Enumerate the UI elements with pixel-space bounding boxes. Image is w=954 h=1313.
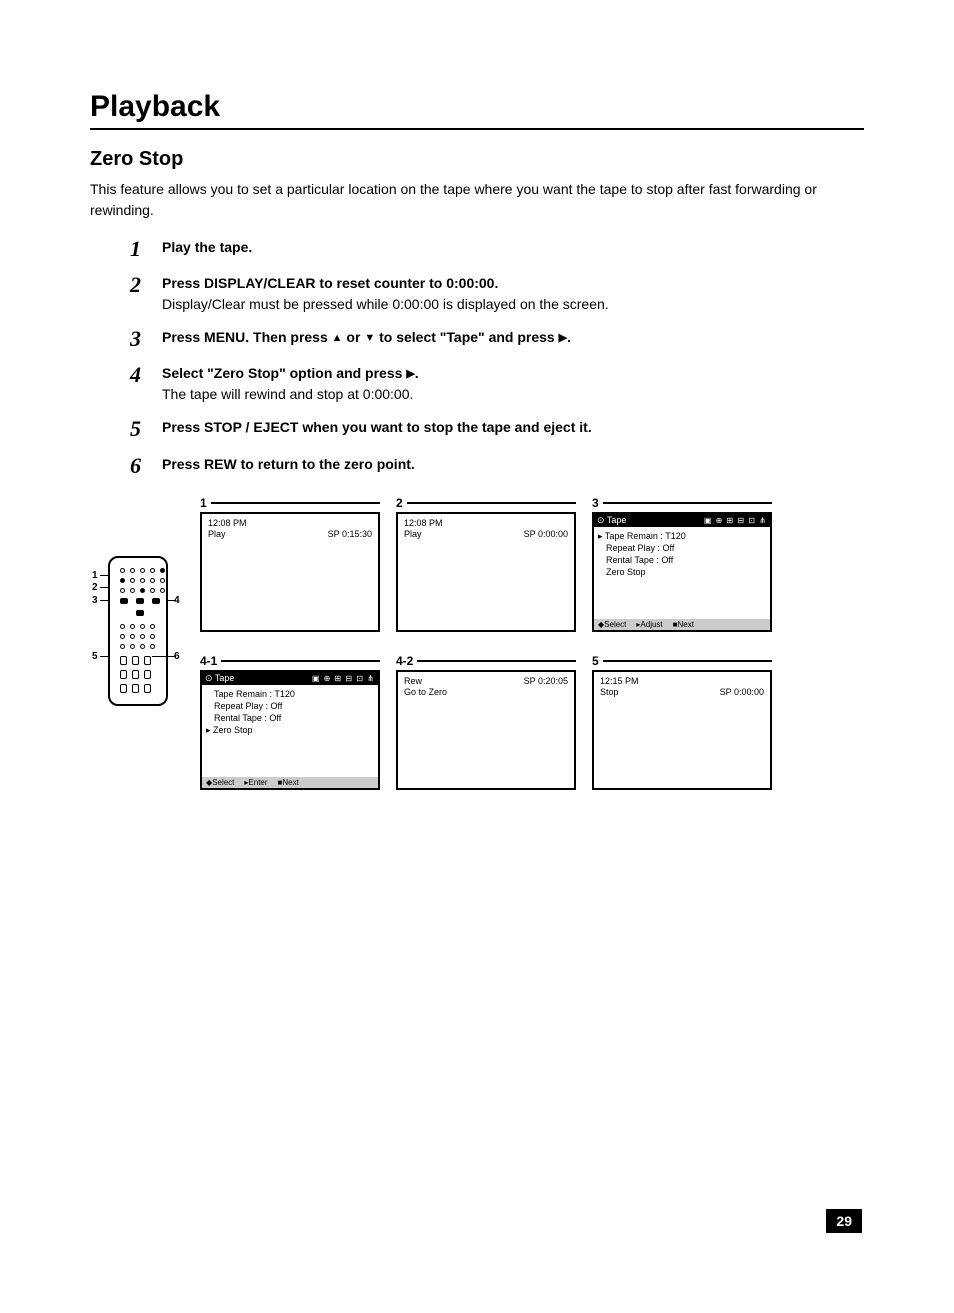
step-text: Press MENU. Then press ▲ or ▼ to select …: [162, 329, 571, 345]
step-text: Press STOP / EJECT when you want to stop…: [162, 419, 592, 435]
footer-hint: ▸Adjust: [636, 620, 662, 629]
screen-status: Play: [208, 529, 226, 539]
screen-status: Go to Zero: [404, 687, 447, 697]
tape-header: Tape: [607, 515, 627, 525]
screen-counter: SP 0:20:05: [524, 676, 568, 686]
header-icons: ▣ ⊕ ⊞ ⊟ ⊡ ⋔: [312, 674, 375, 683]
screen-counter: SP 0:00:00: [720, 687, 764, 697]
step-text: Select "Zero Stop" option and press ▶.: [162, 363, 419, 384]
step-2: 2 Press DISPLAY/CLEAR to reset counter t…: [130, 273, 864, 315]
screen-3: 3 ⊙ Tape▣ ⊕ ⊞ ⊟ ⊡ ⋔ Tape Remain : T120 R…: [592, 496, 772, 632]
footer-hint: ■Next: [673, 620, 694, 629]
screen-label: 1: [200, 496, 207, 510]
step-subtext: Display/Clear must be pressed while 0:00…: [162, 294, 609, 315]
screen-status: Play: [404, 529, 422, 539]
remote-label-2: 2: [92, 582, 98, 593]
tape-header: Tape: [215, 673, 235, 683]
footer-hint: ◆Select: [598, 620, 626, 629]
step-5: 5 Press STOP / EJECT when you want to st…: [130, 417, 864, 441]
step-number: 4: [130, 363, 162, 405]
footer-hint: ▸Enter: [244, 778, 267, 787]
divider: [90, 128, 864, 130]
screen-label: 3: [592, 496, 599, 510]
step-text: Play the tape.: [162, 239, 252, 255]
footer-hint: ◆Select: [206, 778, 234, 787]
step-number: 3: [130, 327, 162, 351]
step-1: 1 Play the tape.: [130, 237, 864, 261]
footer-hint: ■Next: [278, 778, 299, 787]
diagram-area: 1 2 3 4 6 5 1 12:08 PM PlaySP 0:15:30: [90, 496, 864, 816]
menu-item: Repeat Play : Off: [606, 542, 764, 554]
menu-item: Zero Stop: [606, 566, 764, 578]
step-number: 5: [130, 417, 162, 441]
screen-time: 12:15 PM: [600, 676, 639, 686]
menu-item: Rental Tape : Off: [214, 712, 372, 724]
screen-4-1: 4-1 ⊙ Tape▣ ⊕ ⊞ ⊟ ⊡ ⋔ Tape Remain : T120…: [200, 654, 380, 790]
menu-item: Tape Remain : T120: [606, 530, 764, 542]
screen-time: 12:08 PM: [208, 518, 247, 528]
remote-label-5: 5: [92, 651, 98, 662]
remote-illustration: [108, 556, 168, 706]
step-number: 1: [130, 237, 162, 261]
screen-time: 12:08 PM: [404, 518, 443, 528]
screen-counter: SP 0:00:00: [524, 529, 568, 539]
menu-item: Zero Stop: [214, 724, 372, 736]
screen-counter: SP 0:15:30: [328, 529, 372, 539]
screen-4-2: 4-2 Rew SP 0:20:05 Go to Zero: [396, 654, 576, 790]
step-4: 4 Select "Zero Stop" option and press ▶.…: [130, 363, 864, 405]
screen-status: Stop: [600, 687, 619, 697]
menu-item: Tape Remain : T120: [214, 688, 372, 700]
step-3: 3 Press MENU. Then press ▲ or ▼ to selec…: [130, 327, 864, 351]
step-text: Press DISPLAY/CLEAR to reset counter to …: [162, 273, 609, 294]
screen-5: 5 12:15 PM Stop SP 0:00:00: [592, 654, 772, 790]
menu-item: Rental Tape : Off: [606, 554, 764, 566]
menu-item: Repeat Play : Off: [214, 700, 372, 712]
screen-label: 2: [396, 496, 403, 510]
screen-2: 2 12:08 PM Play SP 0:00:00: [396, 496, 576, 632]
section-subtitle: Zero Stop: [90, 148, 864, 171]
header-icons: ▣ ⊕ ⊞ ⊟ ⊡ ⋔: [704, 516, 767, 525]
remote-label-3: 3: [92, 595, 98, 606]
screen-label: 4-2: [396, 654, 413, 668]
page-title: Playback: [90, 90, 864, 124]
page-number: 29: [826, 1209, 862, 1233]
intro-text: This feature allows you to set a particu…: [90, 179, 864, 221]
screen-label: 4-1: [200, 654, 217, 668]
screen-label: 5: [592, 654, 599, 668]
step-text: Press REW to return to the zero point.: [162, 456, 415, 472]
screen-status: Rew: [404, 676, 422, 686]
step-number: 2: [130, 273, 162, 315]
step-number: 6: [130, 454, 162, 478]
step-subtext: The tape will rewind and stop at 0:00:00…: [162, 384, 419, 405]
step-6: 6 Press REW to return to the zero point.: [130, 454, 864, 478]
screen-1: 1 12:08 PM Play SP 0:15:30: [200, 496, 380, 632]
remote-label-1: 1: [92, 570, 98, 581]
